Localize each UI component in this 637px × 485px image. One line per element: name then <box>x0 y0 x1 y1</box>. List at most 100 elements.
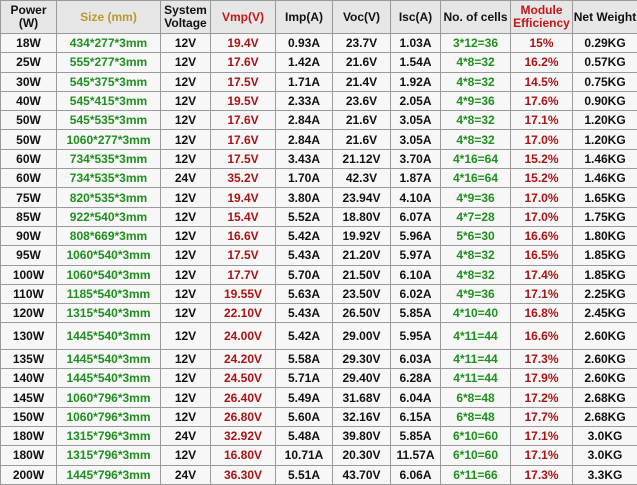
table-cell: 5.60A <box>275 406 333 428</box>
table-cell: 1.80KG <box>572 225 637 247</box>
table-cell: 4*11=44 <box>440 368 511 389</box>
table-cell: 130W <box>0 322 57 350</box>
table-cell: 4*8=32 <box>440 245 511 266</box>
table-cell: 23.6V <box>332 90 391 112</box>
table-cell: 1315*540*3mm <box>56 303 161 324</box>
table-cell: 5.49A <box>275 387 333 408</box>
table-cell: 21.50V <box>332 264 391 285</box>
table-cell: 2.05A <box>390 90 441 112</box>
table-cell: 4*8=32 <box>440 52 511 73</box>
table-cell: 1445*540*3mm <box>56 368 161 389</box>
table-cell: 17.0% <box>510 187 573 208</box>
table-cell: 5.97A <box>390 245 441 266</box>
table-row: 140W 1445*540*3mm 12V 24.50V 5.71A 29.40V 6.28… <box>0 368 637 389</box>
table-cell: 17.1% <box>510 110 573 131</box>
table-cell: 2.60KG <box>572 368 637 389</box>
table-row: 135W 1445*540*3mm 12V 24.20V 5.58A 29.30V 6.03… <box>0 348 637 370</box>
column-header: System Voltage <box>160 0 211 34</box>
table-cell: 17.6% <box>510 90 573 112</box>
table-cell: 12V <box>160 406 211 428</box>
table-cell: 3.05A <box>390 110 441 131</box>
table-cell: 4*8=32 <box>440 264 511 285</box>
table-cell: 12V <box>160 129 211 150</box>
table-cell: 0.75KG <box>572 71 637 92</box>
table-cell: 12V <box>160 148 211 170</box>
table-cell: 23.50V <box>332 283 391 305</box>
table-cell: 4*9=36 <box>440 283 511 305</box>
table-cell: 545*535*3mm <box>56 110 161 131</box>
table-cell: 22.10V <box>210 303 276 324</box>
table-cell: 12V <box>160 90 211 112</box>
table-cell: 12V <box>160 245 211 266</box>
table-cell: 43.70V <box>332 464 391 485</box>
table-cell: 12V <box>160 387 211 408</box>
table-cell: 110W <box>0 283 57 305</box>
table-cell: 12V <box>160 322 211 350</box>
table-cell: 12V <box>160 348 211 370</box>
table-cell: 6*10=60 <box>440 426 511 447</box>
table-cell: 16.2% <box>510 52 573 73</box>
table-cell: 1.46KG <box>572 168 637 189</box>
table-cell: 3.80A <box>275 187 333 208</box>
table-cell: 12V <box>160 368 211 389</box>
table-row: 30W 545*375*3mm 12V 17.5V 1.71A 21.4V 1.92A 4*8… <box>0 71 637 92</box>
table-cell: 12V <box>160 52 211 73</box>
table-cell: 17.7V <box>210 264 276 285</box>
table-cell: 1.85KG <box>572 264 637 285</box>
column-header: Power (W) <box>0 0 57 34</box>
table-cell: 12V <box>160 110 211 131</box>
table-cell: 1.71A <box>275 71 333 92</box>
table-cell: 1.20KG <box>572 129 637 150</box>
header-row: Power (W) Size (mm) System Voltage Vmp(V) Im… <box>0 0 637 34</box>
table-cell: 808*669*3mm <box>56 225 161 247</box>
table-cell: 6.04A <box>390 387 441 408</box>
table-cell: 21.6V <box>332 110 391 131</box>
table-cell: 23.94V <box>332 187 391 208</box>
table-cell: 21.12V <box>332 148 391 170</box>
table-cell: 21.4V <box>332 71 391 92</box>
table-cell: 16.8% <box>510 303 573 324</box>
table-cell: 2.25KG <box>572 283 637 305</box>
column-header: Isc(A) <box>390 0 441 34</box>
table-cell: 17.1% <box>510 426 573 447</box>
table-cell: 6.03A <box>390 348 441 370</box>
table-cell: 1060*277*3mm <box>56 129 161 150</box>
table-cell: 0.57KG <box>572 52 637 73</box>
table-cell: 39.80V <box>332 426 391 447</box>
table-cell: 20.30V <box>332 445 391 466</box>
table-cell: 15.4V <box>210 206 276 227</box>
table-cell: 1185*540*3mm <box>56 283 161 305</box>
table-cell: 17.2% <box>510 387 573 408</box>
table-row: 75W 820*535*3mm 12V 19.4V 3.80A 23.94V 4.10A 4*… <box>0 187 637 208</box>
table-cell: 19.4V <box>210 32 276 54</box>
table-cell: 17.3% <box>510 348 573 370</box>
table-cell: 6.28A <box>390 368 441 389</box>
table-cell: 17.0% <box>510 129 573 150</box>
table-cell: 6.10A <box>390 264 441 285</box>
table-cell: 5.96A <box>390 225 441 247</box>
table-cell: 5.43A <box>275 303 333 324</box>
table-cell: 1.54A <box>390 52 441 73</box>
table-cell: 2.68KG <box>572 406 637 428</box>
table-cell: 32.92V <box>210 426 276 447</box>
table-cell: 12V <box>160 445 211 466</box>
table-cell: 1.42A <box>275 52 333 73</box>
table-cell: 4*9=36 <box>440 90 511 112</box>
table-cell: 922*540*3mm <box>56 206 161 227</box>
column-header: Net Weight <box>572 0 637 34</box>
table-cell: 4*8=32 <box>440 71 511 92</box>
table-cell: 1060*540*3mm <box>56 245 161 266</box>
table-cell: 820*535*3mm <box>56 187 161 208</box>
table-cell: 6.02A <box>390 283 441 305</box>
table-cell: 1445*540*3mm <box>56 348 161 370</box>
table-cell: 17.5V <box>210 148 276 170</box>
table-cell: 36.30V <box>210 464 276 485</box>
table-cell: 16.6% <box>510 225 573 247</box>
table-cell: 12V <box>160 32 211 54</box>
table-cell: 1.85KG <box>572 245 637 266</box>
table-cell: 1060*796*3mm <box>56 406 161 428</box>
table-row: 180W 1315*796*3mm 12V 16.80V 10.71A 20.30V 11.… <box>0 445 637 466</box>
table-cell: 2.60KG <box>572 348 637 370</box>
table-cell: 1.03A <box>390 32 441 54</box>
